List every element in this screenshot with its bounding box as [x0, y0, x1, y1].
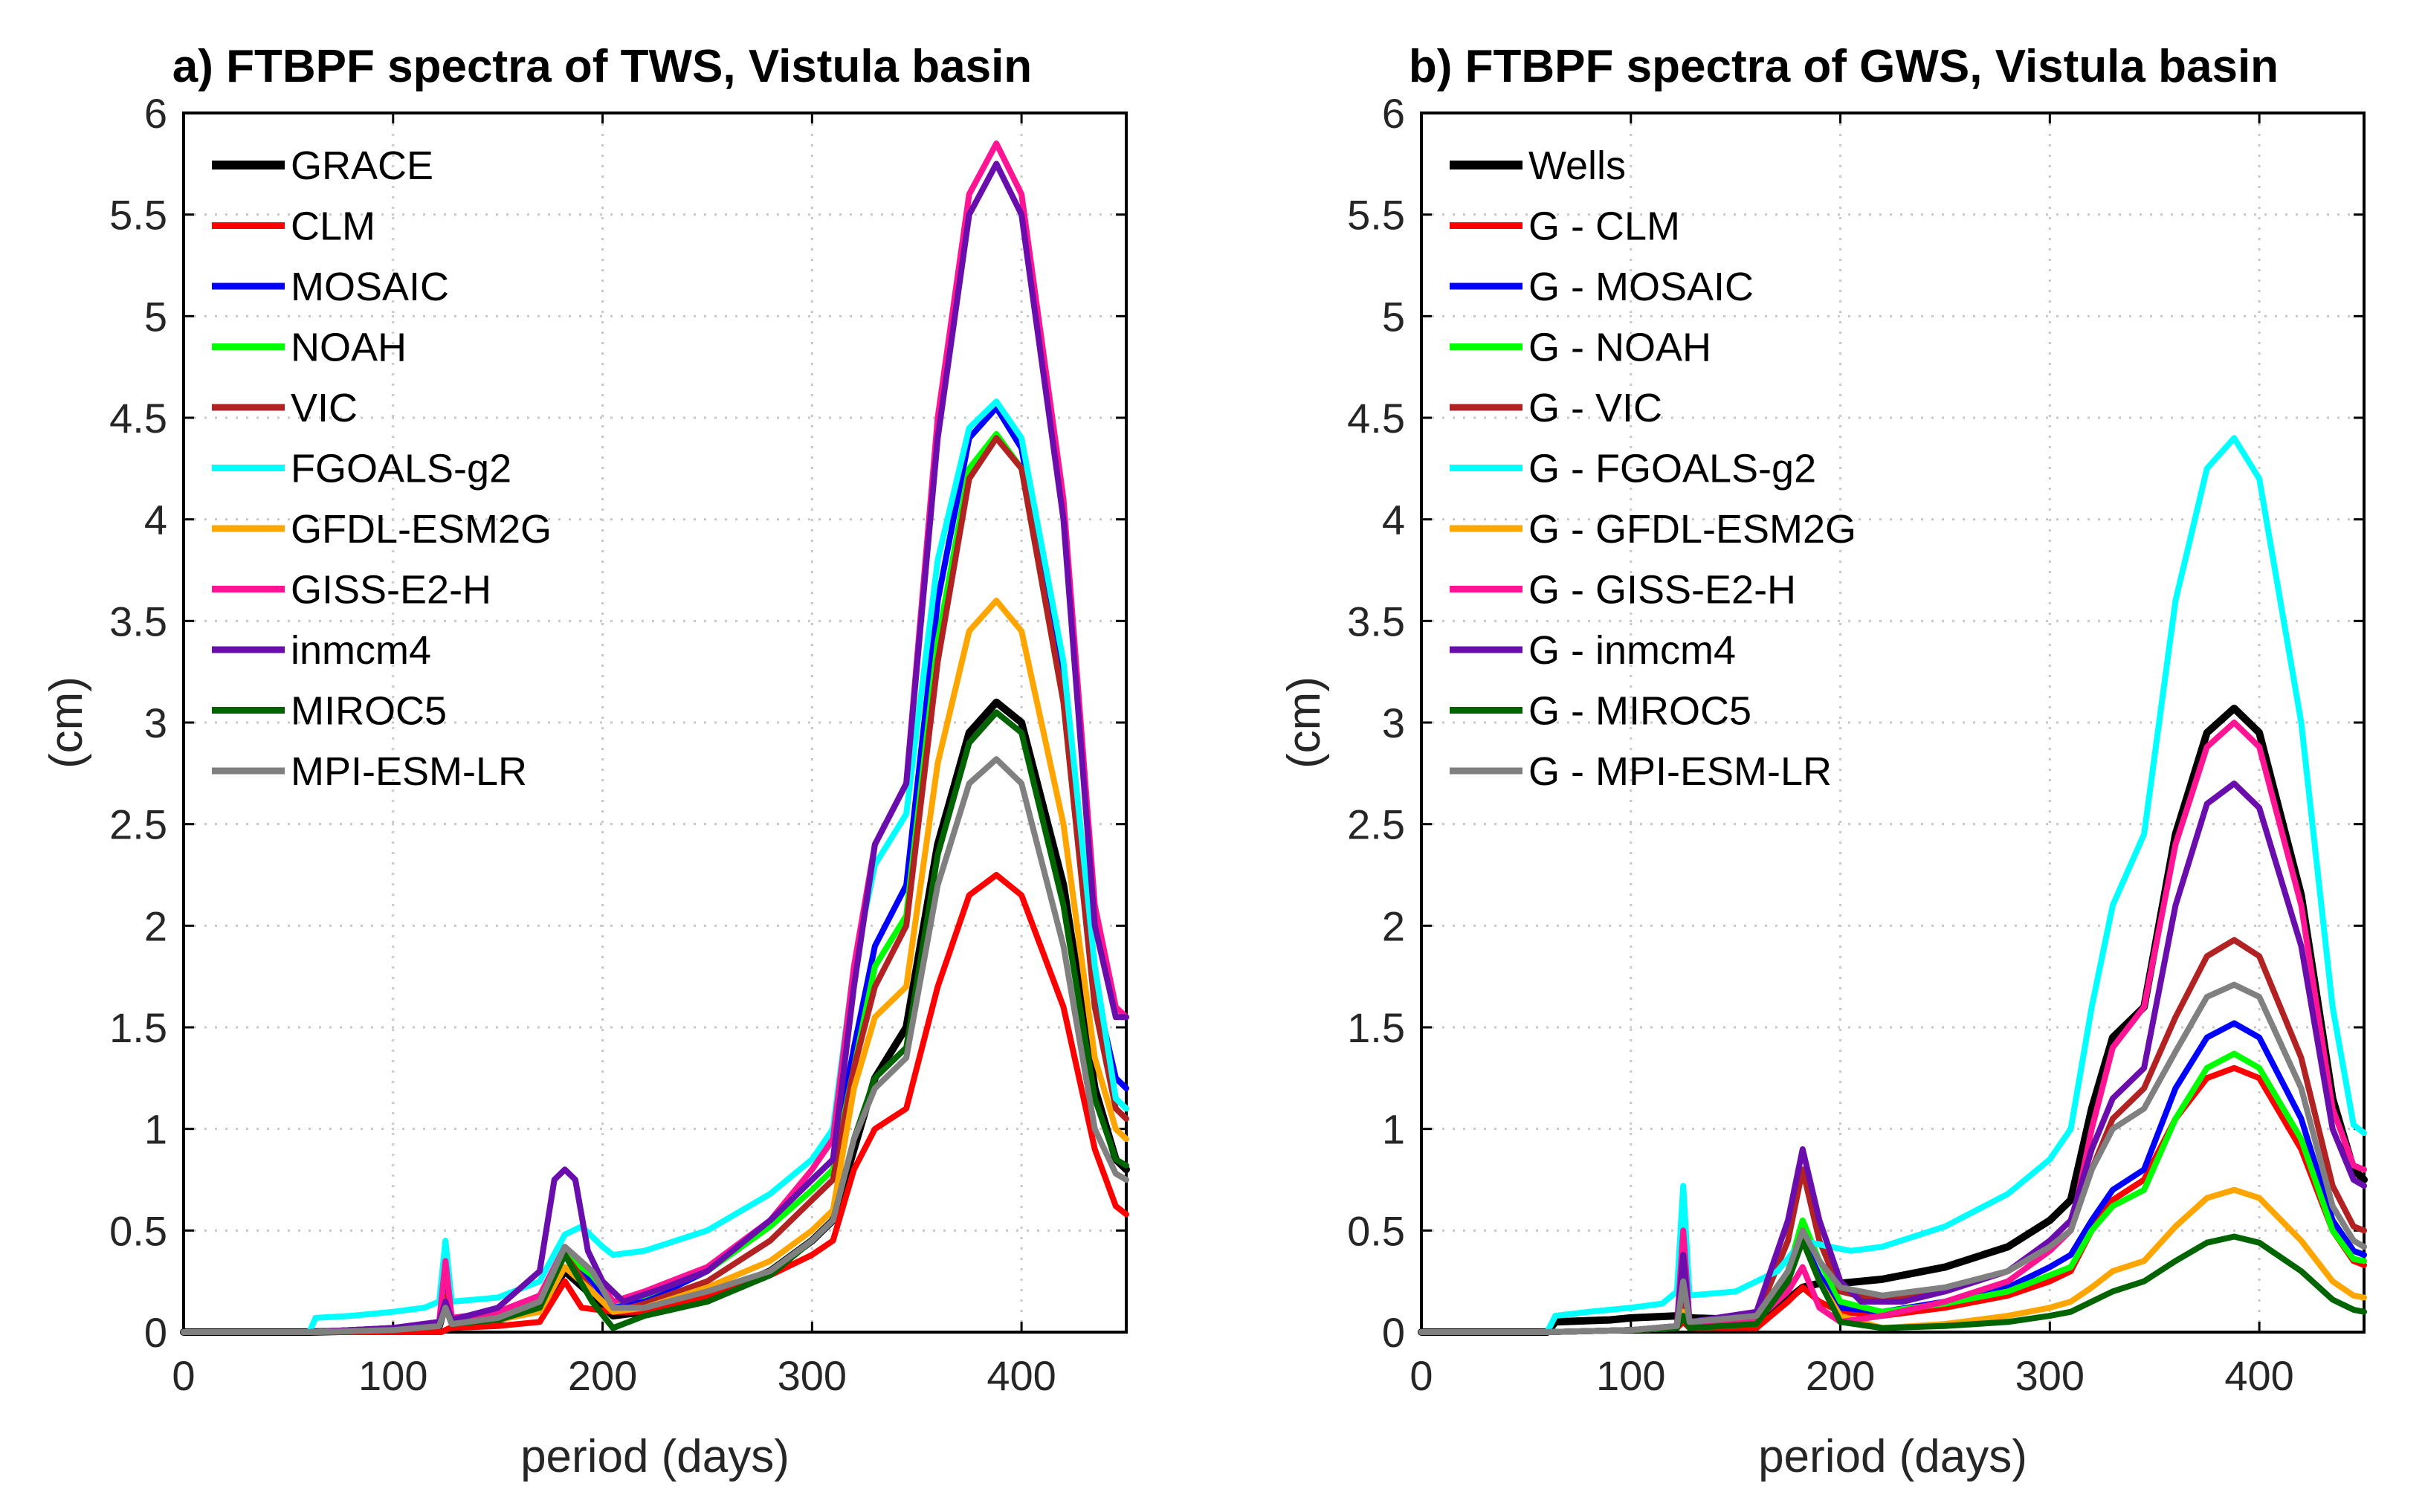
legend-label: GFDL-ESM2G: [291, 507, 552, 552]
legend-label: G - CLM: [1528, 204, 1680, 249]
legend-label: FGOALS-g2: [291, 447, 511, 491]
legend-label: MIROC5: [291, 689, 447, 734]
x-tick-label: 100: [358, 1352, 427, 1399]
x-tick-label: 400: [987, 1352, 1056, 1399]
y-tick-label: 2: [144, 902, 167, 949]
chart-title: b) FTBPF spectra of GWS, Vistula basin: [1409, 41, 2279, 92]
y-tick-label: 0: [1382, 1309, 1405, 1356]
x-tick-label: 300: [2015, 1352, 2085, 1399]
y-tick-label: 1: [144, 1106, 167, 1153]
series-line-g-mpi-esm-lr: [1418, 981, 2367, 1335]
y-tick-label: 1: [1382, 1106, 1405, 1153]
panel-tws: a) FTBPF spectra of TWS, Vistula basin 0…: [41, 41, 1130, 1482]
legend-label: G - FGOALS-g2: [1528, 447, 1816, 491]
series-line-mpi-esm-lr: [181, 756, 1129, 1335]
legend-label: G - GISS-E2-H: [1528, 568, 1796, 613]
y-tick-label: 0.5: [109, 1207, 167, 1254]
legend: Wells G - CLM G - MOSAIC G - NOAH G - VIC G -…: [1450, 143, 1856, 794]
legend-label: G - inmcm4: [1528, 628, 1736, 673]
legend-label: VIC: [291, 386, 358, 430]
y-tick-label: 6: [1382, 90, 1405, 137]
axis-ticks: 0 100 200 300 400 0 0.5 1 1.5 2 2.5 3 3.5 4 4.5 5 5.5 6: [1347, 90, 2364, 1399]
panel-gws: b) FTBPF spectra of GWS, Vistula basin 0…: [1279, 41, 2368, 1482]
series-line-fgoals-g2: [181, 398, 1129, 1335]
chart-title: a) FTBPF spectra of TWS, Vistula basin: [172, 41, 1032, 92]
legend-label: G - MOSAIC: [1528, 265, 1754, 309]
series-line-g-miroc5: [1418, 1233, 2367, 1335]
x-tick-label: 0: [1410, 1352, 1433, 1399]
legend-label: GISS-E2-H: [291, 568, 491, 613]
legend-label: MPI-ESM-LR: [291, 749, 527, 794]
y-tick-label: 3: [1382, 700, 1405, 746]
legend-label: inmcm4: [291, 628, 431, 673]
x-tick-label: 300: [778, 1352, 847, 1399]
x-tick-label: 100: [1596, 1352, 1665, 1399]
legend-label: CLM: [291, 204, 375, 249]
y-tick-label: 5: [144, 293, 167, 340]
y-tick-label: 3.5: [1347, 598, 1405, 644]
legend-label: G - MPI-ESM-LR: [1528, 749, 1832, 794]
x-tick-label: 400: [2224, 1352, 2293, 1399]
legend-label: G - GFDL-ESM2G: [1528, 507, 1856, 552]
y-tick-label: 2.5: [109, 801, 167, 848]
legend-label: G - VIC: [1528, 386, 1662, 430]
series-line-g-fgoals-g2: [1418, 435, 2367, 1335]
y-tick-label: 3: [144, 700, 167, 746]
y-tick-label: 5: [1382, 293, 1405, 340]
y-tick-label: 0.5: [1347, 1207, 1405, 1254]
legend: GRACE CLM MOSAIC NOAH VIC FGOALS-g2 GFDL-ESM2G…: [212, 143, 552, 794]
legend-label: Wells: [1528, 143, 1626, 188]
y-tick-label: 5.5: [1347, 192, 1405, 239]
legend-label: G - MIROC5: [1528, 689, 1751, 734]
y-tick-label: 0: [144, 1309, 167, 1356]
gridlines: [1421, 113, 2364, 1332]
legend-label: NOAH: [291, 326, 407, 370]
y-axis-label: (cm): [41, 676, 92, 769]
y-tick-label: 1.5: [109, 1004, 167, 1051]
y-tick-label: 6: [144, 90, 167, 137]
legend-label: GRACE: [291, 143, 433, 188]
y-tick-label: 3.5: [109, 598, 167, 644]
x-tick-label: 200: [1806, 1352, 1875, 1399]
y-tick-label: 4: [144, 497, 167, 543]
x-axis-label: period (days): [1758, 1431, 2027, 1482]
series-lines: [180, 140, 1130, 1336]
legend-label: MOSAIC: [291, 265, 449, 309]
y-tick-label: 1.5: [1347, 1004, 1405, 1051]
x-axis-label: period (days): [520, 1431, 790, 1482]
y-tick-label: 4: [1382, 497, 1405, 543]
x-tick-label: 200: [568, 1352, 637, 1399]
y-tick-label: 4.5: [1347, 395, 1405, 442]
y-tick-label: 2: [1382, 902, 1405, 949]
y-axis-label: (cm): [1279, 676, 1330, 769]
y-tick-label: 4.5: [109, 395, 167, 442]
y-tick-label: 5.5: [109, 192, 167, 239]
gridlines: [184, 113, 1126, 1332]
axis-ticks: 0 100 200 300 400 0 0.5 1 1.5 2 2.5 3 3.5 4 4.5 5 5.5 6: [109, 90, 1126, 1399]
legend-label: G - NOAH: [1528, 326, 1711, 370]
x-tick-label: 0: [172, 1352, 195, 1399]
series-lines: [1418, 435, 2368, 1336]
series-line-wells: [1418, 704, 2368, 1336]
y-tick-label: 2.5: [1347, 801, 1405, 848]
